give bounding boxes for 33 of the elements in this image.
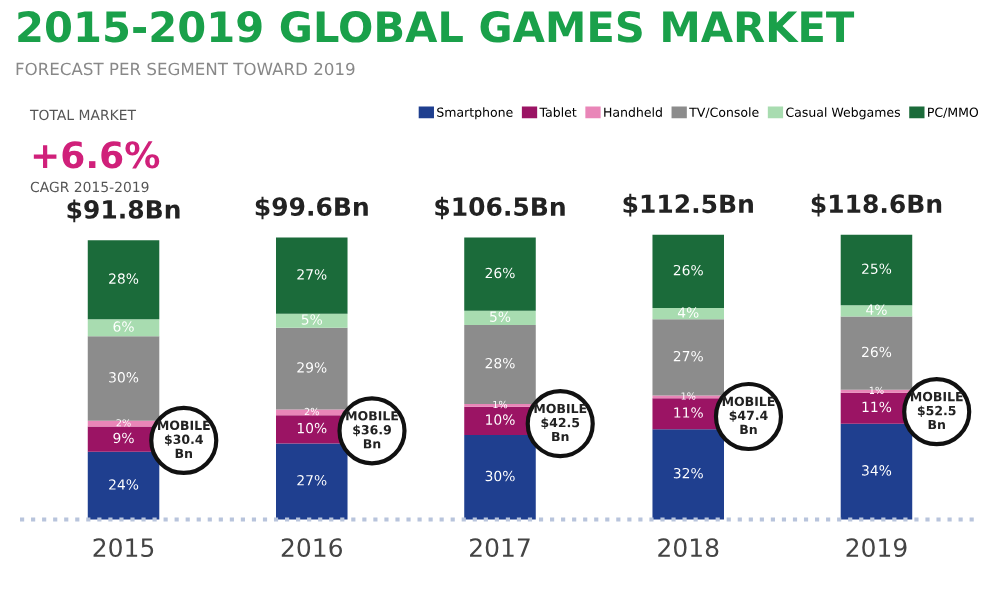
bar: [87, 336, 160, 421]
chart-title: 2015-2019 GLOBAL GAMES MARKET: [18, 11, 855, 43]
x-tick-label: 2019: [846, 538, 907, 558]
annotation: $99.6Bn: [255, 196, 368, 220]
annotation: $112.5Bn: [623, 193, 753, 217]
bar: [652, 319, 724, 396]
bar: [840, 234, 913, 306]
bar: [87, 240, 160, 320]
x-tick-label: 2016: [281, 538, 342, 558]
bar: [652, 234, 724, 309]
bar: [87, 319, 160, 337]
bar: [87, 451, 160, 520]
bar: [464, 324, 536, 404]
x-tick-label: 2018: [658, 538, 719, 558]
bar: [840, 305, 913, 317]
chart-subtitle: FORECAST PER SEGMENT TOWARD 2019: [16, 62, 355, 76]
annotation: $106.5Bn: [435, 196, 565, 220]
bar: [840, 423, 913, 520]
bar: [276, 443, 348, 520]
bar: [464, 237, 536, 311]
bar: [276, 237, 348, 314]
bar: [464, 310, 536, 325]
text: +6.6%: [33, 141, 160, 169]
bar: [276, 313, 348, 328]
x-tick-label: 2017: [470, 538, 530, 558]
x-tick-label: 2015: [93, 538, 154, 558]
annotation: $118.6Bn: [811, 193, 942, 217]
bar: [276, 327, 348, 410]
annotation: $91.8Bn: [67, 199, 180, 223]
bar: [652, 308, 724, 320]
bar: [840, 316, 913, 390]
bar: [464, 434, 536, 520]
bar: [652, 429, 724, 520]
